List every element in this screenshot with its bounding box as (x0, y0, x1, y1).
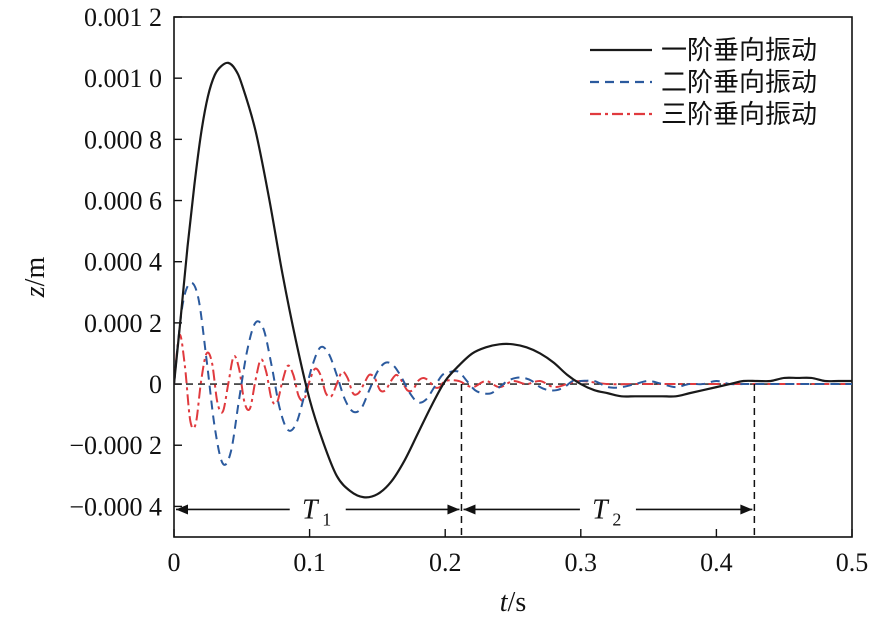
y-tick-label: 0.000 6 (84, 187, 162, 216)
period-label: T (592, 494, 610, 525)
x-tick-label: 0.2 (429, 548, 462, 577)
arrow-head (463, 504, 476, 515)
legend-label-3: 三阶垂向振动 (661, 100, 817, 129)
period-label-subscript: 1 (322, 509, 331, 529)
series-line-3 (174, 333, 852, 430)
legend-label-2: 二阶垂向振动 (661, 68, 817, 97)
y-tick-label: 0.000 4 (84, 248, 162, 277)
period-label-subscript: 2 (612, 509, 621, 529)
arrow-head (447, 504, 460, 515)
x-tick-label: 0.3 (565, 548, 598, 577)
y-tick-label: −0.000 2 (69, 431, 162, 460)
series-line-2 (174, 281, 852, 466)
x-tick-label: 0.1 (293, 548, 326, 577)
axes: −0.000 4 −0.000 2 0 0.000 2 0.000 4 0.000 6 0.… (69, 3, 868, 577)
y-tick-label: −0.000 4 (69, 492, 162, 521)
x-tick-label: 0 (168, 548, 181, 577)
y-axis-label: z/m (20, 257, 51, 299)
plot-frame (173, 16, 853, 538)
x-axis-label: t/s (500, 587, 526, 618)
y-tick-label: 0.001 0 (84, 64, 162, 93)
arrow-head (176, 504, 188, 515)
period-label: T (302, 494, 320, 525)
y-tick-label: 0 (149, 370, 162, 399)
arrow-head (740, 504, 753, 515)
series-line-1 (174, 61, 852, 499)
legend-label-1: 一阶垂向振动 (661, 36, 817, 65)
x-tick-label: 0.4 (700, 548, 733, 577)
y-tick-label: 0.001 2 (84, 3, 162, 32)
x-tick-label: 0.5 (836, 548, 869, 577)
y-tick-label: 0.000 8 (84, 125, 162, 154)
axis-labels: t/s z/m (20, 257, 526, 618)
series-layer (174, 61, 852, 499)
y-tick-label: 0.000 2 (84, 309, 162, 338)
